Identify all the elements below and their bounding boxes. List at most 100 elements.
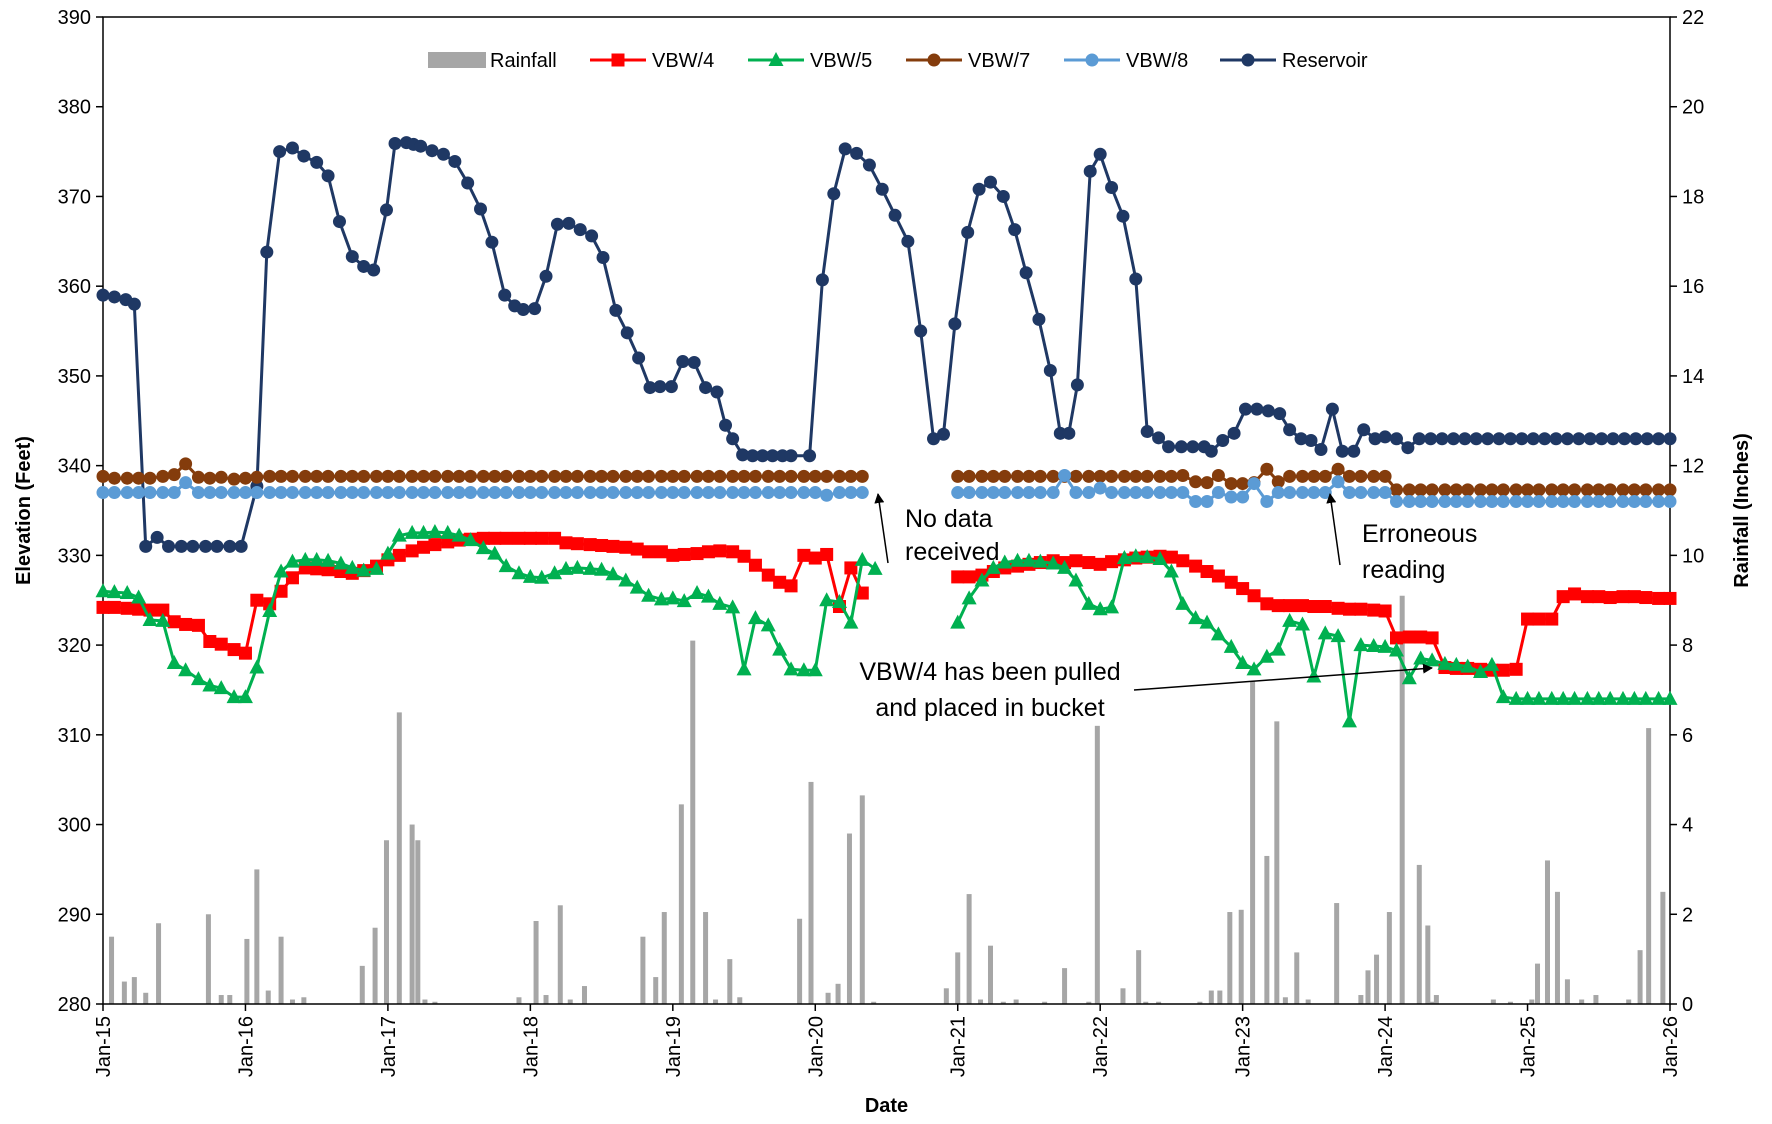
data-point [1199, 614, 1215, 629]
data-point [1366, 637, 1382, 652]
data-point [1616, 590, 1630, 604]
data-point [1271, 475, 1285, 489]
data-point [1538, 432, 1552, 446]
data-point [570, 537, 584, 551]
data-point [310, 469, 324, 483]
data-point [664, 380, 678, 394]
data-point [936, 427, 950, 441]
data-point [1033, 486, 1047, 500]
data-point [1153, 486, 1167, 500]
data-point [1545, 612, 1559, 626]
data-point [676, 593, 692, 608]
legend: Rainfall VBW/4 VBW/5 VBW/7 VBW/8 Reservoir [428, 50, 1368, 72]
data-point [499, 486, 513, 500]
data-point [747, 610, 763, 625]
rainfall-bar [978, 999, 984, 1004]
rainfall-bar [1564, 979, 1570, 1004]
data-point [1069, 554, 1083, 568]
data-point [522, 568, 538, 583]
data-point [250, 593, 264, 607]
data-point [1062, 426, 1076, 440]
rainfall-bar [1529, 999, 1535, 1004]
data-point [1595, 432, 1609, 446]
data-point [689, 585, 705, 600]
data-point [120, 601, 134, 615]
data-point [585, 229, 599, 243]
data-point [1367, 486, 1381, 500]
data-point [156, 486, 170, 500]
data-point [875, 182, 889, 196]
rainfall-bar [1358, 995, 1364, 1004]
data-point [632, 351, 646, 365]
data-point [654, 545, 668, 559]
data-point [1580, 590, 1594, 604]
y2-tick-label: 22 [1682, 7, 1704, 29]
data-point [1473, 664, 1489, 679]
data-point [1295, 599, 1309, 613]
data-point [1129, 469, 1143, 483]
data-point [1139, 549, 1155, 564]
data-point [1260, 597, 1274, 611]
data-point [972, 182, 986, 196]
rainfall-bar [1433, 995, 1439, 1004]
data-point [263, 486, 277, 500]
y-axis-title: Elevation (Feet) [13, 436, 35, 585]
data-point [321, 469, 335, 483]
data-point [262, 602, 278, 617]
data-point [797, 548, 811, 562]
data-point [1626, 690, 1642, 705]
annotation-text: VBW/4 has been pulled [859, 658, 1120, 686]
data-point [1627, 590, 1641, 604]
data-point [996, 189, 1010, 203]
data-point [1189, 559, 1203, 573]
data-point [797, 469, 811, 483]
plot-frame [102, 16, 1671, 1005]
y2-tick-label: 6 [1682, 725, 1693, 747]
rainfall-bar [557, 905, 563, 1004]
data-point [1021, 552, 1037, 567]
data-point [1515, 432, 1529, 446]
data-point [1019, 266, 1033, 280]
data-point [1424, 432, 1438, 446]
data-point [156, 603, 170, 617]
data-point [1283, 486, 1297, 500]
data-point [962, 570, 976, 584]
data-point [855, 586, 869, 600]
data-point [736, 661, 752, 676]
data-point [463, 532, 479, 547]
data-point [1509, 495, 1523, 509]
y-tick-label: 340 [58, 456, 91, 478]
data-point [1556, 495, 1570, 509]
data-point [1070, 378, 1084, 392]
rainfall-bar [1274, 721, 1280, 1004]
data-point [369, 560, 385, 575]
rainfall-bar [1136, 950, 1142, 1004]
data-point [499, 531, 513, 545]
data-point [345, 469, 359, 483]
data-point [1093, 147, 1107, 161]
rainfall-bar [966, 894, 972, 1004]
data-point [380, 545, 396, 560]
rainfall-bar [1208, 990, 1214, 1004]
data-point [1532, 612, 1546, 626]
data-point [226, 689, 242, 704]
data-point [796, 662, 812, 677]
data-point [1093, 481, 1107, 495]
data-point [653, 380, 667, 394]
y-tick-label: 330 [58, 545, 91, 567]
data-point [1325, 402, 1339, 416]
rainfall-bar [1143, 1001, 1149, 1004]
rainfall-bar [1425, 925, 1431, 1004]
data-point [700, 588, 716, 603]
rainfall-bar [1429, 1001, 1435, 1004]
data-point [203, 471, 217, 485]
data-point [452, 486, 466, 500]
data-point [641, 587, 657, 602]
data-point [476, 469, 490, 483]
data-point [156, 469, 170, 483]
data-point [862, 158, 876, 172]
data-point [1164, 486, 1178, 500]
data-point [1532, 495, 1546, 509]
data-point [1592, 495, 1606, 509]
data-point [1022, 486, 1036, 500]
